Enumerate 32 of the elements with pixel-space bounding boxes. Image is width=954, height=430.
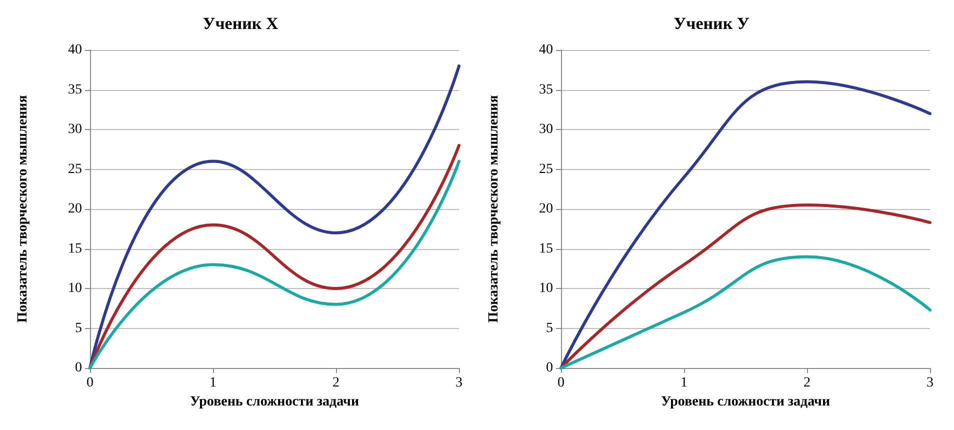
y-tick-label: 10 [68, 281, 82, 296]
y-tick-label: 0 [75, 360, 82, 376]
y-tick-label: 30 [539, 122, 553, 137]
y-axis-title: Показатель творческого мышления [486, 94, 502, 323]
y-tick-label: 20 [68, 202, 82, 216]
x-tick-label: 0 [558, 376, 564, 390]
x-axis-title: Уровень сложности задачи [660, 394, 830, 410]
x-axis-title: Уровень сложности задачи [190, 394, 360, 410]
y-tick-label: 25 [539, 162, 553, 177]
y-tick-label: 5 [75, 320, 82, 336]
y-tick-label: 40 [539, 42, 553, 58]
y-tick-label: 5 [546, 320, 553, 336]
y-tick-label: 0 [546, 360, 553, 376]
x-tick-label: 3 [926, 376, 934, 390]
x-tick-label: 2 [332, 376, 340, 390]
x-tick-label: 0 [86, 376, 94, 390]
y-tick-label: 25 [68, 162, 82, 177]
y-tick-label: 30 [68, 122, 82, 137]
x-tick-label: 3 [456, 376, 462, 390]
x-tick-label: 2 [804, 376, 810, 390]
y-tick-label: 10 [539, 281, 553, 296]
y-tick-label: 40 [68, 42, 82, 58]
y-tick-label: 20 [539, 202, 553, 216]
y-tick-label: 35 [68, 82, 82, 98]
chart-title: Ученик У [674, 14, 750, 33]
x-tick-label: 1 [210, 376, 216, 390]
y-tick-label: 15 [539, 241, 553, 256]
x-tick-label: 1 [680, 376, 688, 390]
y-axis-title: Показатель творческого мышления [16, 94, 30, 323]
chart-title: Ученик X [202, 14, 279, 33]
y-tick-label: 35 [539, 82, 553, 98]
y-tick-label: 15 [68, 241, 82, 256]
